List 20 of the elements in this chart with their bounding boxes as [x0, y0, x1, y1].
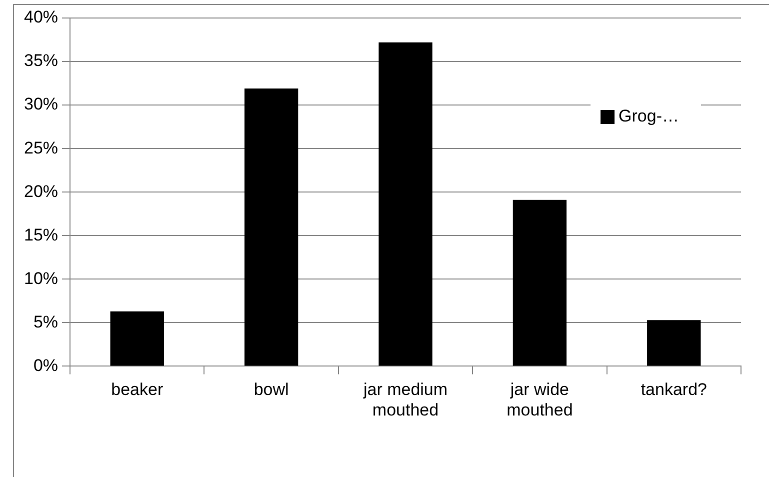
- x-tick-label: jar medium mouthed: [362, 380, 448, 420]
- y-tick-label: 0%: [33, 356, 58, 375]
- y-tick-label: 5%: [33, 312, 58, 332]
- y-tick-label: 20%: [24, 182, 58, 201]
- bar: [110, 311, 164, 366]
- x-tick-label: tankard?: [640, 380, 707, 400]
- x-tick-label: bowl: [254, 380, 289, 400]
- y-tick-label: 25%: [24, 138, 58, 158]
- y-tick-label: 15%: [24, 225, 58, 244]
- legend-label: Grog-…: [618, 106, 680, 126]
- x-tick-label: jar wide mouthed: [506, 380, 573, 420]
- y-tick-label: 35%: [24, 51, 58, 70]
- bar: [244, 88, 298, 366]
- y-tick-label: 30%: [24, 94, 58, 114]
- x-tick-label: beaker: [111, 380, 164, 400]
- bar: [512, 200, 567, 366]
- y-tick-label: 40%: [24, 8, 58, 27]
- bar: [378, 42, 432, 366]
- bar: [647, 320, 701, 366]
- y-tick-label: 10%: [24, 268, 58, 288]
